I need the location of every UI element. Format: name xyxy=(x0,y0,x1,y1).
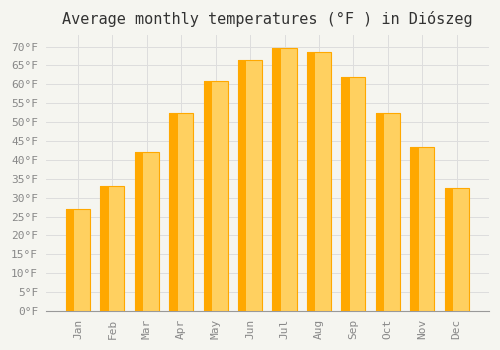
Bar xyxy=(204,80,228,311)
Bar xyxy=(376,113,384,311)
Bar xyxy=(272,48,281,311)
Bar xyxy=(66,209,74,311)
Bar xyxy=(376,113,400,311)
Bar xyxy=(100,186,109,311)
Bar xyxy=(307,52,316,311)
Bar xyxy=(100,186,124,311)
Bar xyxy=(410,147,434,311)
Bar xyxy=(135,152,143,311)
Bar xyxy=(169,113,194,311)
Bar xyxy=(204,80,212,311)
Bar xyxy=(410,147,418,311)
Bar xyxy=(238,60,246,311)
Title: Average monthly temperatures (°F ) in Diószeg: Average monthly temperatures (°F ) in Di… xyxy=(62,11,472,27)
Bar xyxy=(342,77,365,311)
Bar xyxy=(272,48,296,311)
Bar xyxy=(135,152,159,311)
Bar xyxy=(444,188,453,311)
Bar xyxy=(66,209,90,311)
Bar xyxy=(307,52,331,311)
Bar xyxy=(238,60,262,311)
Bar xyxy=(444,188,468,311)
Bar xyxy=(169,113,177,311)
Bar xyxy=(342,77,350,311)
